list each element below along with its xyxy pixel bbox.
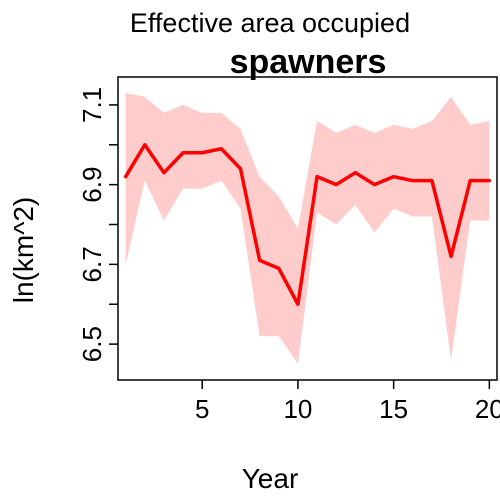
y-tick-label: 6.9: [77, 167, 107, 203]
estimate-line: [123, 143, 492, 306]
x-tick-label: 15: [379, 394, 408, 424]
x-tick-label: 20: [475, 394, 500, 424]
plot-area: [123, 92, 492, 365]
x-axis-label: Year: [242, 463, 299, 494]
x-axis: 5 10 15 20: [195, 380, 500, 424]
y-tick-label: 6.7: [77, 246, 107, 282]
y-axis: 6.5 6.7 6.9 7.1: [77, 87, 118, 362]
y-tick-label: 6.5: [77, 326, 107, 362]
plot-frame: [117, 76, 498, 381]
x-tick-label: 5: [195, 394, 209, 424]
y-axis-label: ln(km^2): [8, 197, 39, 303]
confidence-band: [125, 92, 490, 365]
chart-title: Effective area occupied: [130, 8, 410, 38]
x-tick-label: 10: [283, 394, 312, 424]
chart-subtitle: spawners: [230, 43, 387, 81]
y-tick-label: 7.1: [77, 87, 107, 123]
